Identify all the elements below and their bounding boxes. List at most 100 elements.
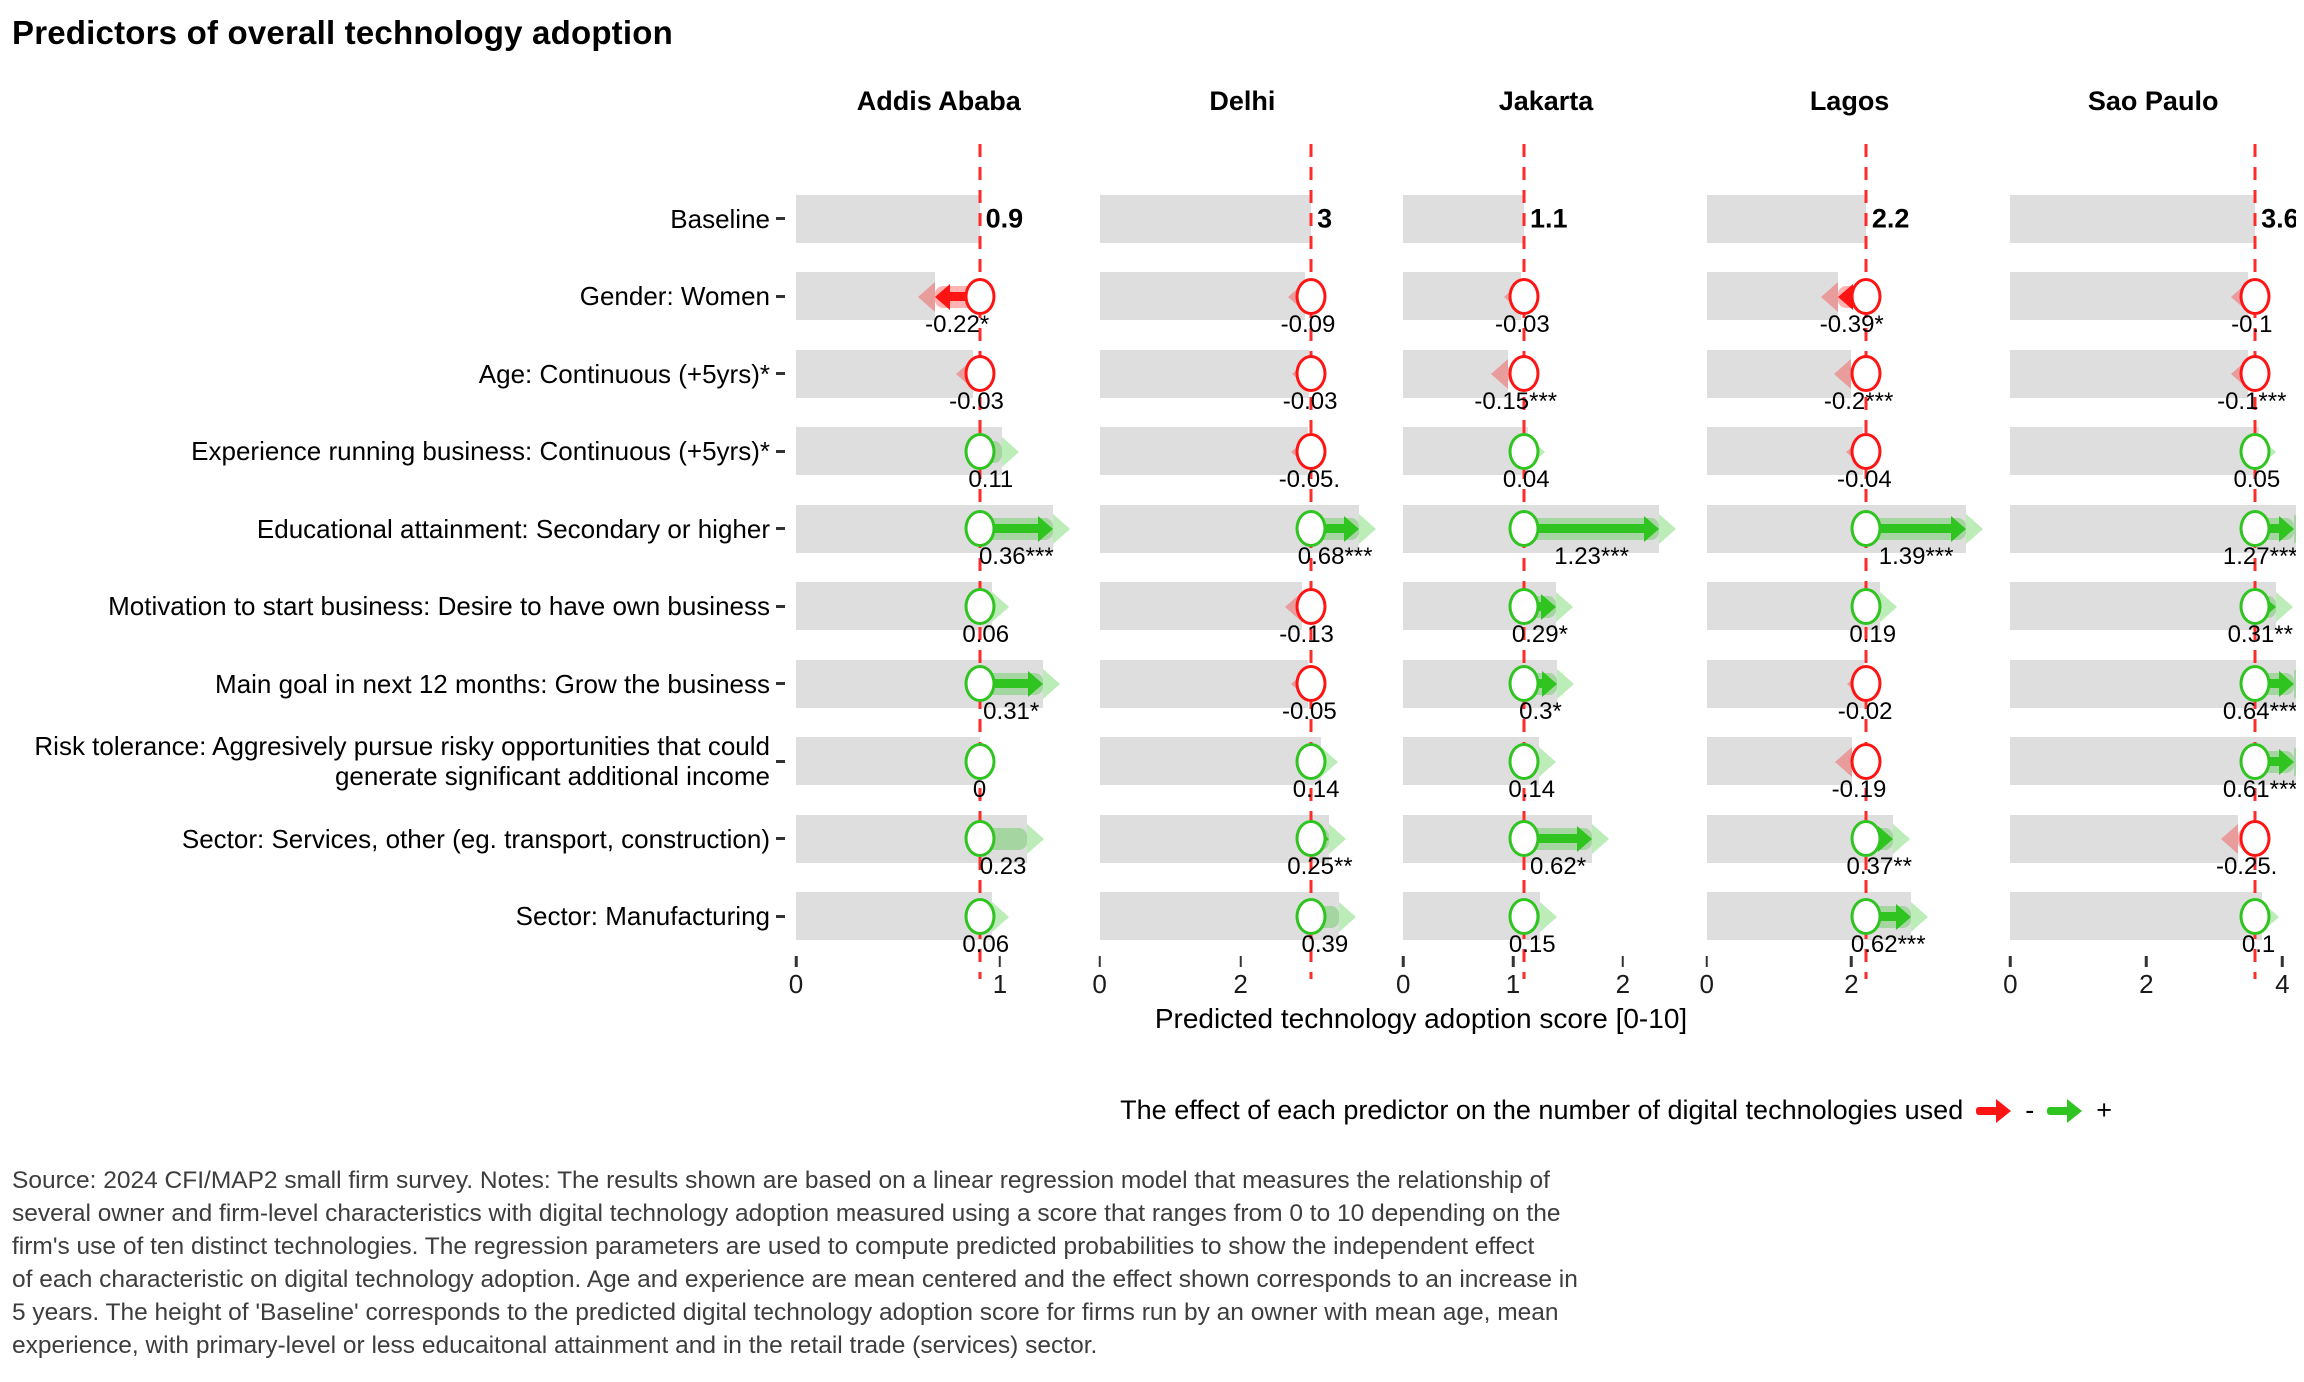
effect-marker <box>964 820 996 857</box>
effect-value-label: 0.62* <box>1530 853 1587 878</box>
effect-value-label: 0.31** <box>2227 620 2293 646</box>
effect-value-label: -0.03 <box>1495 310 1550 336</box>
effect-marker <box>964 355 996 392</box>
chart-cell: 3 <box>1099 180 1386 258</box>
effect-value-label: 0.11 <box>968 465 1014 491</box>
effect-marker <box>1508 897 1540 935</box>
score-bar <box>2010 814 2239 863</box>
effect-value-label: 0.19 <box>1849 620 1897 646</box>
effect-value-label: -0.2*** <box>1823 388 1894 413</box>
effect-value-label: -0.03 <box>1282 388 1338 413</box>
column-header: Addis Ababa <box>856 86 1021 116</box>
chart-cell: -0.19 <box>1706 723 1993 800</box>
effect-marker <box>1850 510 1882 547</box>
row-label: Risk tolerance: Aggresively pursue risky… <box>0 723 788 801</box>
page-title: Predictors of overall technology adoptio… <box>12 14 673 51</box>
x-axis-label-row: Predicted technology adoption score [0-1… <box>0 1003 2304 1039</box>
effect-value-label: 0.39 <box>1301 930 1349 956</box>
effect-marker <box>1508 742 1540 780</box>
effect-value-label: 0.29* <box>1511 620 1568 646</box>
effect-marker <box>1850 742 1882 780</box>
legend-text: The effect of each predictor on the numb… <box>1120 1095 1964 1125</box>
source-note: Source: 2024 CFI/MAP2 small firm survey.… <box>12 1164 2304 1362</box>
x-tick-label: 1 <box>1505 969 1521 999</box>
x-tick-label: 2 <box>1844 969 1859 999</box>
chart-cell: 0.11 <box>796 413 1082 491</box>
chart-cell: -0.09 <box>1099 258 1386 336</box>
chart-cell: 0.29* <box>1403 568 1689 646</box>
source-line: experience, with primary-level or less e… <box>12 1332 1098 1359</box>
row-label-text: Baseline <box>670 203 770 234</box>
chart-cell: 0.14 <box>1099 723 1386 801</box>
chart-cell: 0.31** <box>2010 568 2296 646</box>
effect-legend: The effect of each predictor on the numb… <box>0 1095 2304 1126</box>
effect-value-label: 0.06 <box>962 930 1010 956</box>
score-bar <box>1099 737 1322 786</box>
effect-value-label: 0.14 <box>1508 775 1556 801</box>
effect-value-label: 1.27*** <box>2222 543 2296 568</box>
baseline-value-label: 3 <box>1317 203 1333 234</box>
effect-value-label: 0.37** <box>1846 853 1912 878</box>
chart-cell: 1.1 <box>1403 180 1689 258</box>
chart-cell: -0.03 <box>1099 335 1386 413</box>
x-tick-label: 0 <box>1092 969 1107 999</box>
effect-marker <box>964 742 996 780</box>
chart-cell: 0.62* <box>1403 800 1689 878</box>
y-tick-mark <box>776 604 785 608</box>
source-line: 5 years. The height of 'Baseline' corres… <box>12 1299 1559 1326</box>
x-tick-label: 1 <box>992 969 1008 999</box>
row-label: Main goal in next 12 months: Grow the bu… <box>0 645 788 723</box>
chart-cell: -0.03 <box>796 335 1082 413</box>
baseline-line <box>1864 144 1868 979</box>
arrow-head <box>991 901 1009 932</box>
chart-cell: 0.64*** <box>2010 645 2296 723</box>
arrow-head <box>2278 516 2294 542</box>
effect-value-label: 0.23 <box>979 853 1027 878</box>
arrow-head <box>1879 591 1897 622</box>
y-tick-mark <box>776 449 785 453</box>
effect-marker <box>2239 510 2271 547</box>
column-header: Lagos <box>1809 86 1890 116</box>
arrow-head <box>1002 436 1020 467</box>
effect-marker <box>964 510 996 547</box>
effect-marker <box>1508 820 1540 857</box>
score-bar <box>1099 427 1308 476</box>
arrow-head <box>917 281 935 312</box>
row-label: Baseline <box>0 180 788 258</box>
arrow-head <box>1834 359 1852 389</box>
baseline-line <box>1309 144 1313 979</box>
y-tick-mark <box>776 914 785 918</box>
score-bar <box>1403 272 1521 321</box>
chart-cell: 3.6 <box>2010 180 2296 258</box>
effect-value-label: 0.15 <box>1508 930 1556 956</box>
baseline-value-label: 1.1 <box>1530 203 1568 234</box>
row-label: Motivation to start business: Desire to … <box>0 568 788 646</box>
arrow-head <box>1027 671 1043 697</box>
effect-marker <box>964 897 996 935</box>
effect-value-label: 0.14 <box>1292 775 1340 801</box>
effect-value-label: -0.02 <box>1837 698 1893 723</box>
effect-value-label: -0.09 <box>1280 310 1336 336</box>
effect-marker <box>1295 587 1327 625</box>
baseline-value-label: 0.9 <box>985 203 1024 234</box>
arrow-shaft <box>1524 834 1578 843</box>
x-tick-label: 0 <box>788 969 804 999</box>
effect-value-label: 0.1 <box>2241 930 2276 956</box>
panel-jakarta: Jakarta 1.1 -0.03 -0.15*** 0.04 1.23*** 0.29* 0… <box>1396 80 1689 1001</box>
effect-value-label: -0.39* <box>1819 310 1884 336</box>
score-bar <box>1403 427 1529 476</box>
effect-value-label: 0.06 <box>962 620 1010 646</box>
arrow-head <box>1344 516 1360 542</box>
chart-cell: 0.14 <box>1403 723 1689 801</box>
score-bar <box>2010 272 2249 321</box>
score-bar <box>1099 659 1308 708</box>
chart: Baseline Gender: Women Age: Continuous (+5… <box>0 80 2304 1001</box>
row-label: Age: Continuous (+5yrs)* <box>0 335 788 413</box>
y-tick-mark <box>776 837 785 841</box>
x-tick-mark <box>2281 956 2284 967</box>
legend-minus-label: - <box>2025 1095 2035 1125</box>
effect-value-label: 0.25** <box>1287 853 1353 878</box>
x-tick-label: 0 <box>2003 969 2018 999</box>
row-label: Sector: Manufacturing <box>0 878 788 956</box>
